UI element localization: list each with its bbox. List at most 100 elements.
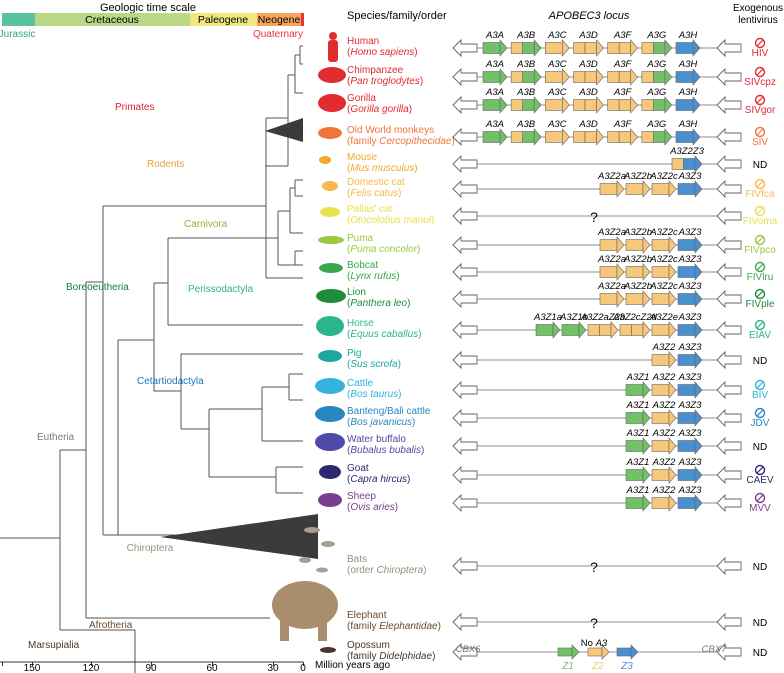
species-row: Pig(Sus scrofa) A3Z2 A3Z3 ND: [347, 342, 767, 370]
species-row: Water buffalo(Bubalus bubalis) A3Z1 A3Z2 A3…: [347, 428, 767, 456]
species-name: Horse: [347, 318, 374, 329]
gene-domain-z2: [651, 412, 670, 424]
goat-icon: [319, 465, 341, 479]
species-latin: (Ovis aries): [347, 502, 398, 513]
clade-label-carnivora: Carnivora: [184, 219, 228, 230]
gene-label: A3C: [547, 87, 567, 98]
gene-label: A3Z3: [678, 281, 702, 292]
gene-domain-z2: [651, 497, 670, 509]
gene-label: A3H: [678, 87, 698, 98]
gene-label: A3A: [485, 30, 504, 41]
flank-right-label: CBX7: [702, 644, 728, 655]
species-latin: (Gorilla gorilla): [347, 104, 412, 115]
species-latin: (Bos taurus): [347, 389, 402, 400]
gene-label: A3C: [547, 119, 567, 130]
gene-domain-z1: [482, 71, 501, 83]
opossum-icon: [320, 647, 336, 653]
species-row: Goat(Capra hircus) A3Z1 A3Z2 A3Z3 CAEV: [347, 457, 774, 486]
virus-label: EIAV: [749, 330, 771, 341]
gene-domain-z2: [625, 183, 644, 195]
gene-arrowhead: [694, 321, 703, 339]
gene-label: A3G: [646, 30, 666, 41]
flank-gene-arrow: [452, 320, 478, 340]
gene-domain-z3: [677, 384, 696, 396]
bat-icon: [321, 541, 335, 547]
unknown-locus-mark: ?: [590, 209, 598, 225]
gene-domain-z2: [599, 239, 618, 251]
gene-arrowhead: [668, 437, 677, 455]
bat-icon: [299, 557, 311, 563]
gene-domain-z1: [653, 42, 666, 54]
gene-arrowhead: [694, 409, 703, 427]
virus-label: BIV: [752, 390, 768, 401]
gene-label: A3Z3: [678, 312, 702, 323]
gene-arrowhead: [642, 381, 651, 399]
gene-label: A3H: [678, 119, 698, 130]
species-name: Chimpanzee: [347, 65, 404, 76]
jurassic-label: Jurassic: [0, 29, 35, 40]
gene-arrowhead: [664, 128, 673, 146]
flank-gene-arrow: [716, 320, 742, 340]
gene-arrowhead: [630, 128, 639, 146]
gene-domain-z2: [625, 266, 644, 278]
gene-label: A3F: [613, 59, 633, 70]
axis-tick-label: 150: [24, 663, 41, 673]
virus-label: FIVoma: [743, 216, 778, 227]
gene-label: A3F: [613, 30, 633, 41]
flank-gene-arrow: [452, 206, 478, 226]
virus-icon: [754, 37, 766, 49]
legend-arrowhead: [601, 644, 610, 660]
virus-icon: [754, 492, 766, 504]
gene-domain-z1: [522, 71, 535, 83]
gene-arrowhead: [630, 68, 639, 86]
gene-arrowhead: [694, 290, 703, 308]
quaternary-label: Quaternary: [253, 29, 303, 40]
gene-domain-z3: [677, 266, 696, 278]
flank-gene-arrow: [452, 465, 478, 485]
timescale-title: Geologic time scale: [100, 2, 196, 14]
gene-domain-z2: [651, 239, 670, 251]
gene-domain-z3: [677, 183, 696, 195]
gene-label: A3Z2Z3: [669, 146, 705, 157]
virus-label: MVV: [749, 503, 771, 514]
gene-domain-z1: [482, 42, 501, 54]
gene-domain-z2: [573, 99, 586, 111]
gene-label: A3G: [646, 59, 666, 70]
gene-label: A3Z2: [652, 428, 676, 439]
geologic-time-scale: Geologic time scale Cretaceous Paleogene…: [0, 2, 304, 40]
bats-collapsed-clade: [160, 514, 318, 559]
gene-label: A3Z2a: [597, 254, 626, 265]
gene-domain-z2: [651, 183, 670, 195]
species-name: Bats: [347, 554, 367, 565]
gene-label: A3Z2: [652, 485, 676, 496]
species-row: Human(Homo sapiens) A3A A3B A3C A3D A3F A3G A3H…: [347, 30, 769, 59]
species-name: Gorilla: [347, 93, 376, 104]
gene-label: A3Z3: [678, 457, 702, 468]
gene-arrowhead: [694, 466, 703, 484]
gene-arrowhead: [694, 236, 703, 254]
gene-arrowhead: [668, 409, 677, 427]
clade-label-cetartiodactyla: Cetartiodactyla: [137, 376, 204, 387]
gene-arrowhead: [694, 155, 703, 173]
gene-arrowhead: [630, 39, 639, 57]
flank-gene-arrow: [452, 67, 478, 87]
virus-icon: [754, 178, 766, 190]
gene-domain-z1: [625, 384, 644, 396]
gene-label: A3F: [613, 119, 633, 130]
human-body-icon: [328, 40, 338, 62]
gene-label: A3H: [678, 59, 698, 70]
gene-label: A3Z2c: [649, 171, 678, 182]
gene-domain-z2: [584, 131, 597, 143]
gene-domain-z2: [651, 293, 670, 305]
gene-domain-z2: [618, 99, 631, 111]
gene-domain-z2: [641, 131, 654, 143]
gene-arrowhead: [642, 321, 651, 339]
gene-arrowhead: [694, 263, 703, 281]
gene-arrowhead: [499, 68, 508, 86]
gene-label: A3Z2: [652, 400, 676, 411]
flank-gene-arrow: [452, 38, 478, 58]
cattle-icon: [315, 378, 345, 394]
gene-label: A3Z2aZ2b: [580, 312, 625, 323]
